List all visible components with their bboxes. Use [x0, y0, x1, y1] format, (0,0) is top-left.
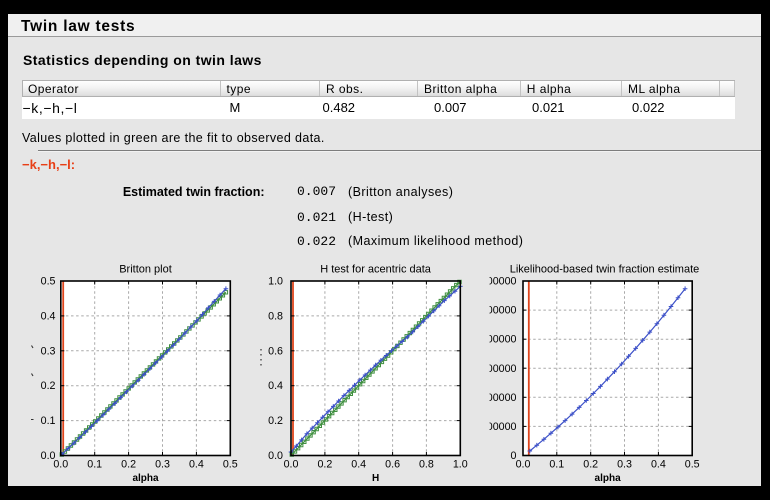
- svg-text:alpha: alpha: [132, 473, 159, 484]
- svg-text:0: 0: [511, 450, 517, 462]
- svg-text:0.0: 0.0: [284, 459, 299, 471]
- svg-text:0.5: 0.5: [223, 459, 238, 471]
- svg-text:0.4: 0.4: [651, 459, 666, 471]
- svg-text:0.2: 0.2: [41, 380, 56, 392]
- svg-text:Britton plot: Britton plot: [119, 264, 172, 276]
- svg-text:0.2: 0.2: [121, 459, 136, 471]
- svg-text:0.5: 0.5: [685, 459, 700, 471]
- svg-text:100000: 100000: [481, 421, 517, 433]
- svg-text:0.0: 0.0: [53, 459, 68, 471]
- svg-text:0.0: 0.0: [41, 450, 56, 462]
- svg-text:0.1: 0.1: [87, 459, 102, 471]
- svg-text:1.0: 1.0: [268, 276, 283, 288]
- svg-text:0.8: 0.8: [268, 310, 283, 322]
- svg-text:0.6: 0.6: [385, 459, 400, 471]
- svg-text:0.0: 0.0: [516, 459, 531, 471]
- svg-text:alpha: alpha: [595, 473, 622, 484]
- svg-text:0.3: 0.3: [617, 459, 632, 471]
- svg-text:1.0: 1.0: [453, 459, 468, 471]
- svg-text:500000: 500000: [481, 305, 517, 317]
- svg-text:0.2: 0.2: [268, 415, 283, 427]
- svg-text:0.2: 0.2: [583, 459, 598, 471]
- svg-text:0.5: 0.5: [41, 276, 56, 288]
- svg-text:0.6: 0.6: [268, 345, 283, 357]
- svg-text:0.3: 0.3: [41, 345, 56, 357]
- svg-text:300000: 300000: [481, 363, 517, 375]
- svg-text:400000: 400000: [481, 334, 517, 346]
- svg-text:0.1: 0.1: [41, 415, 56, 427]
- svg-text:0.4: 0.4: [189, 459, 204, 471]
- svg-text:H: H: [372, 473, 379, 484]
- svg-text:H test for acentric data: H test for acentric data: [320, 264, 432, 276]
- svg-text:0.4: 0.4: [41, 310, 56, 322]
- svg-text:0.0: 0.0: [268, 450, 283, 462]
- svg-text:200000: 200000: [481, 392, 517, 404]
- svg-text:Likelihood-based twin fraction: Likelihood-based twin fraction estimate: [510, 264, 700, 276]
- svg-text:0.2: 0.2: [317, 459, 332, 471]
- svg-text:0.1: 0.1: [549, 459, 564, 471]
- svg-text:0.8: 0.8: [419, 459, 434, 471]
- svg-text:600000: 600000: [481, 276, 517, 288]
- svg-text:0.4: 0.4: [268, 380, 283, 392]
- svg-text:0.4: 0.4: [351, 459, 366, 471]
- svg-text:0.3: 0.3: [155, 459, 170, 471]
